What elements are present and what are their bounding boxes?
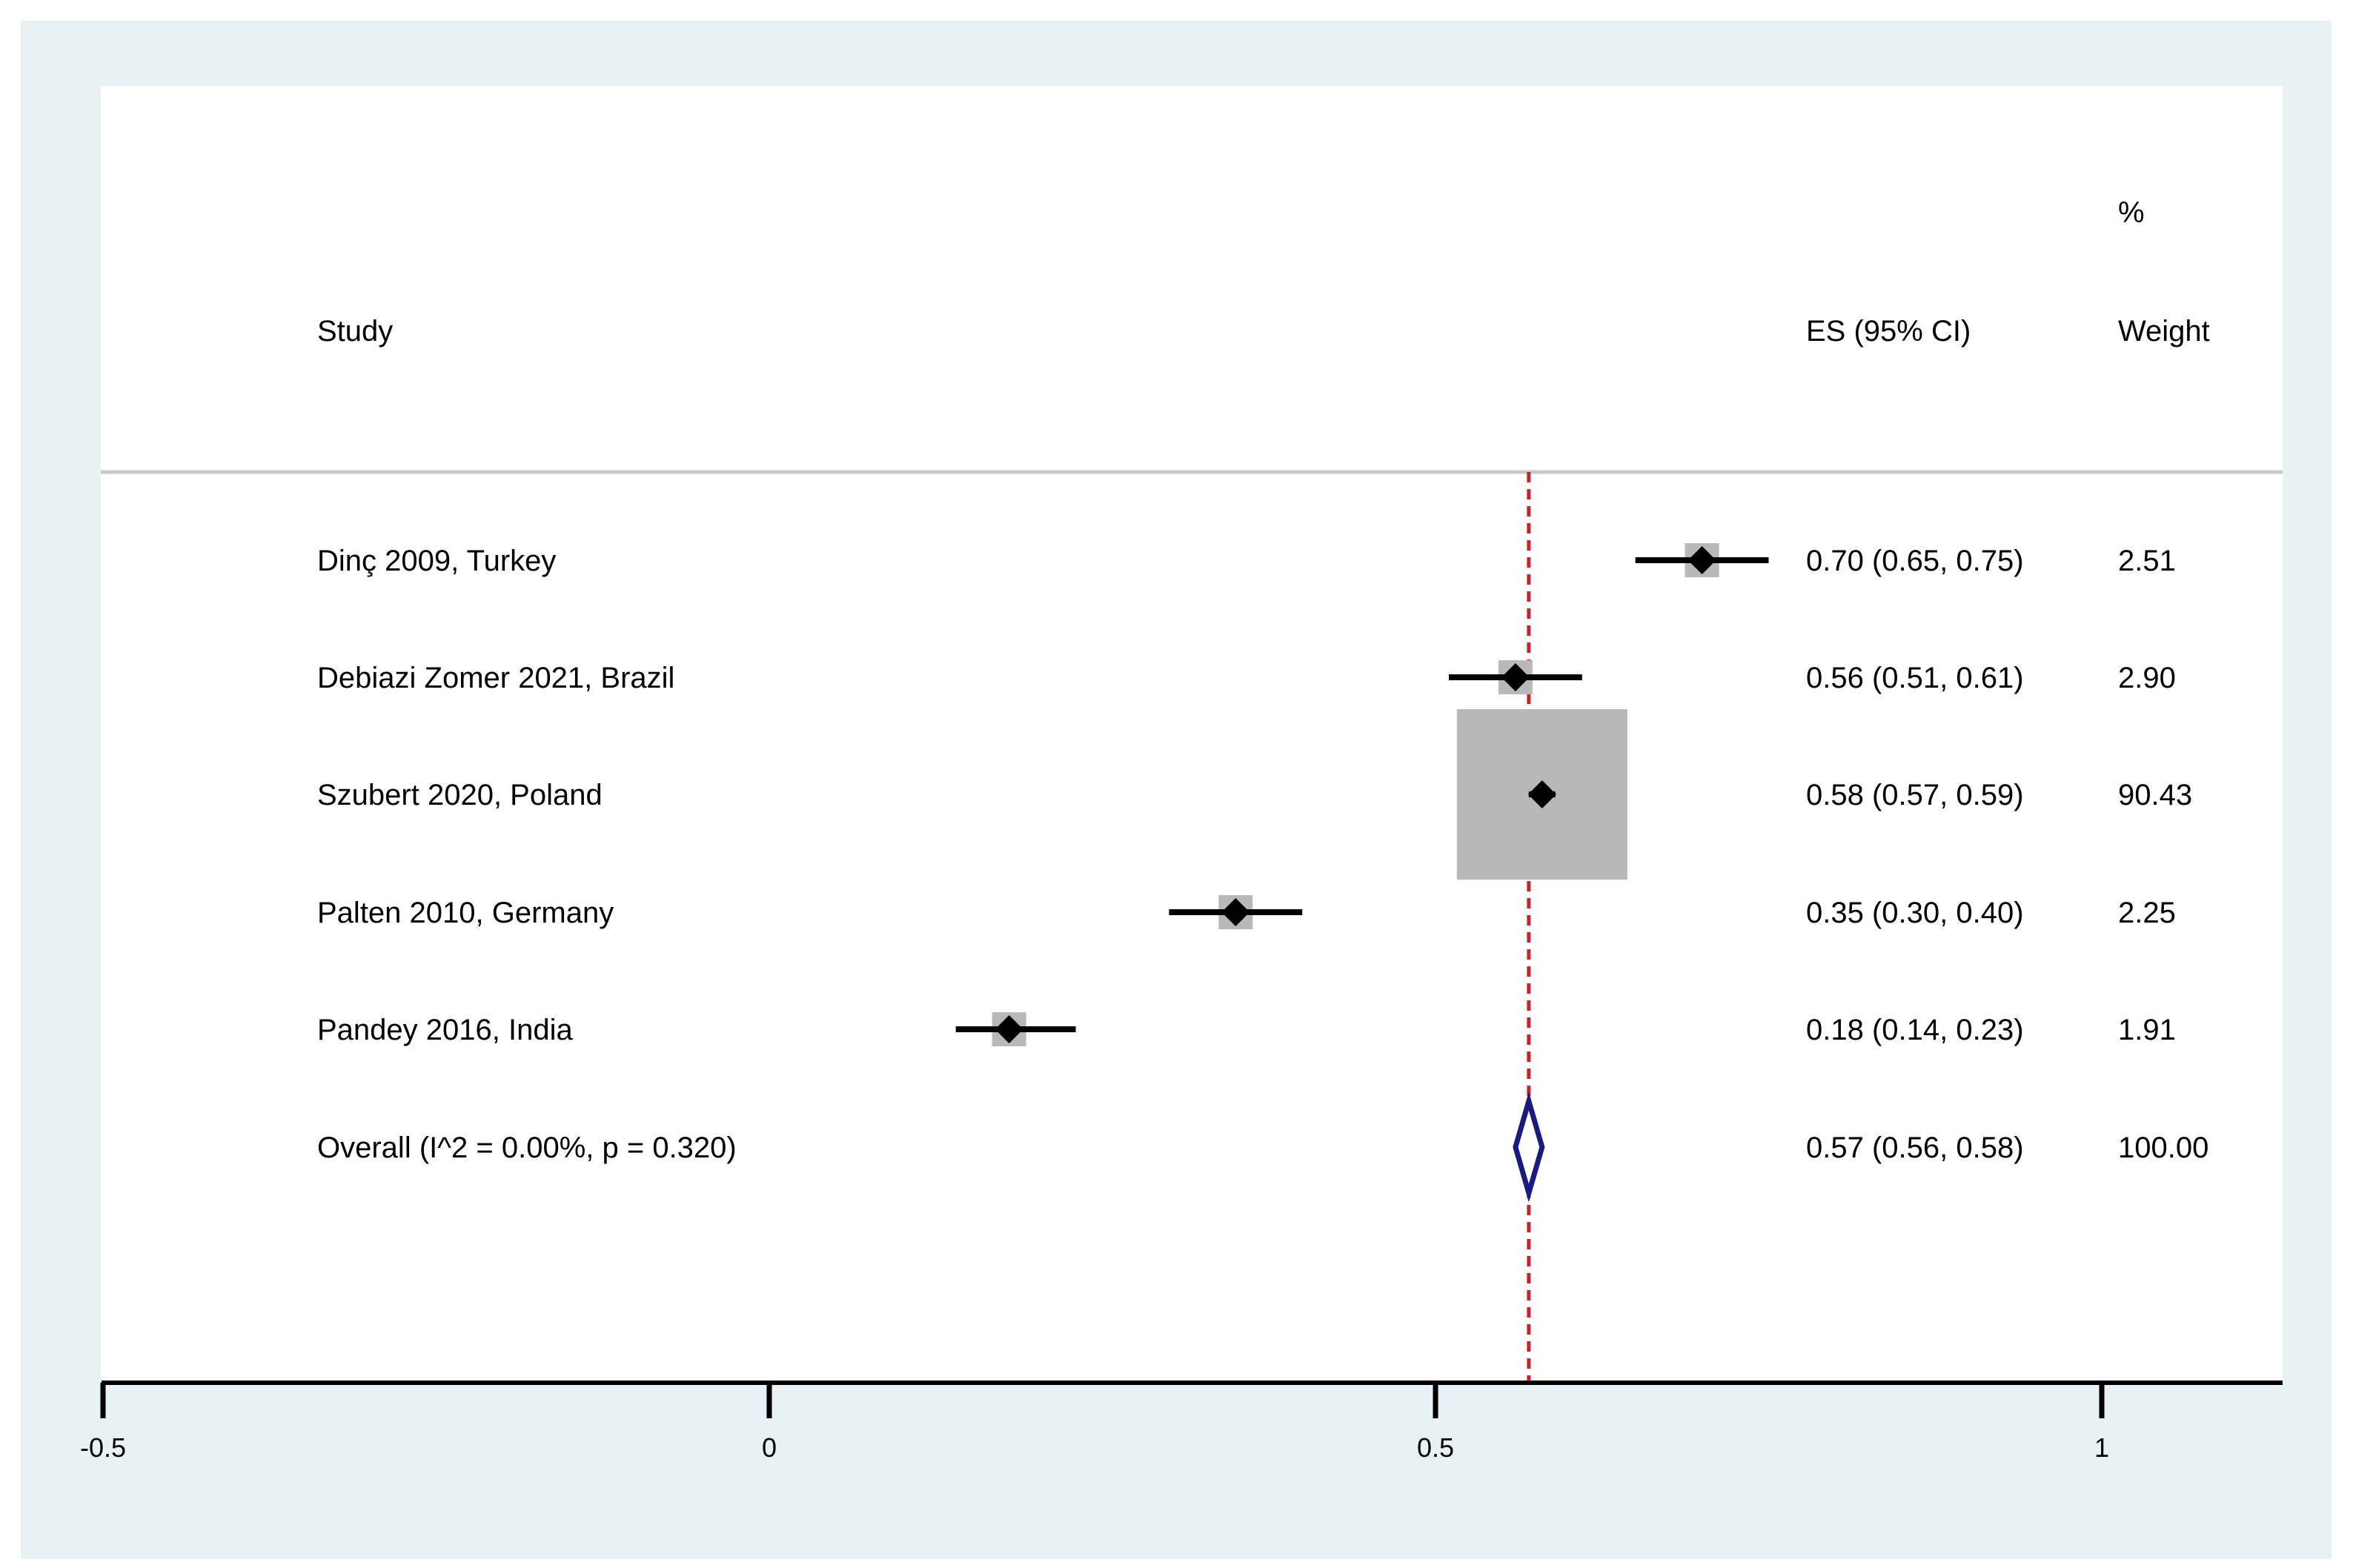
x-axis: -0.5 0 0.5 1 [80,1381,2283,1463]
point-estimate [995,1015,1023,1043]
study-es-ci: 0.70 (0.65, 0.75) [1806,545,2024,577]
point-estimate [1687,546,1716,574]
study-es-ci: 0.58 (0.57, 0.59) [1806,779,2024,811]
plot-panel [101,86,2283,1384]
study-row: Palten 2010, Germany 0.35 (0.30, 0.40) 2.2… [317,895,2176,929]
study-row: Pandey 2016, India 0.18 (0.14, 0.23) 1.91 [317,1012,2176,1046]
overall-diamond [1513,1092,1545,1203]
header-es: ES (95% CI) [1806,315,1971,348]
study-name: Szubert 2020, Poland [317,779,603,811]
study-weight: 2.51 [2118,545,2176,577]
study-weight: 90.43 [2118,779,2192,811]
study-row: Szubert 2020, Poland 0.58 (0.57, 0.59) 90.… [317,709,2192,880]
study-weight: 2.25 [2118,897,2176,929]
point-estimate [1221,898,1250,926]
study-name: Dinç 2009, Turkey [317,545,556,577]
study-weight: 1.91 [2118,1014,2176,1046]
study-name: Debiazi Zomer 2021, Brazil [317,662,674,694]
study-es-ci: 0.56 (0.51, 0.61) [1806,662,2024,694]
header-weight: Weight [2118,315,2210,348]
study-row: Debiazi Zomer 2021, Brazil 0.56 (0.51, 0.… [317,660,2176,694]
overall-es-ci: 0.57 (0.56, 0.58) [1806,1132,2024,1164]
overall-label: Overall (I^2 = 0.00%, p = 0.320) [317,1132,737,1164]
study-name: Pandey 2016, India [317,1014,573,1046]
x-tick-label: 1 [2094,1432,2109,1463]
x-tick-label: 0.5 [1417,1432,1454,1463]
x-tick-label: 0 [762,1432,777,1463]
study-rows: Dinç 2009, Turkey 0.70 (0.65, 0.75) 2.51 De… [317,543,2208,1203]
overall-row: Overall (I^2 = 0.00%, p = 0.320) 0.57 (0.… [317,1092,2208,1203]
overall-weight: 100.00 [2118,1132,2208,1164]
study-es-ci: 0.35 (0.30, 0.40) [1806,897,2024,929]
x-tick-label: -0.5 [80,1432,126,1463]
header-study: Study [317,315,393,348]
study-weight: 2.90 [2118,662,2176,694]
header-weight-percent: % [2118,196,2145,229]
point-estimate [1501,663,1530,691]
point-estimate [1527,780,1556,808]
study-es-ci: 0.18 (0.14, 0.23) [1806,1014,2024,1046]
study-row: Dinç 2009, Turkey 0.70 (0.65, 0.75) 2.51 [317,543,2176,577]
study-name: Palten 2010, Germany [317,897,614,929]
